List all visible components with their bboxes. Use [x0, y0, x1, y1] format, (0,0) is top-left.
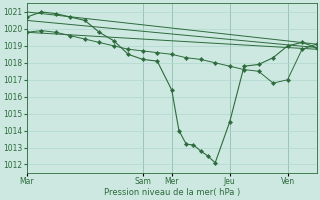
X-axis label: Pression niveau de la mer( hPa ): Pression niveau de la mer( hPa )	[104, 188, 240, 197]
